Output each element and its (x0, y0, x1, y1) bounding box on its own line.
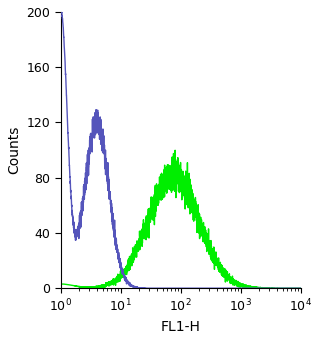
X-axis label: FL1-H: FL1-H (161, 320, 201, 334)
Y-axis label: Counts: Counts (7, 126, 21, 174)
